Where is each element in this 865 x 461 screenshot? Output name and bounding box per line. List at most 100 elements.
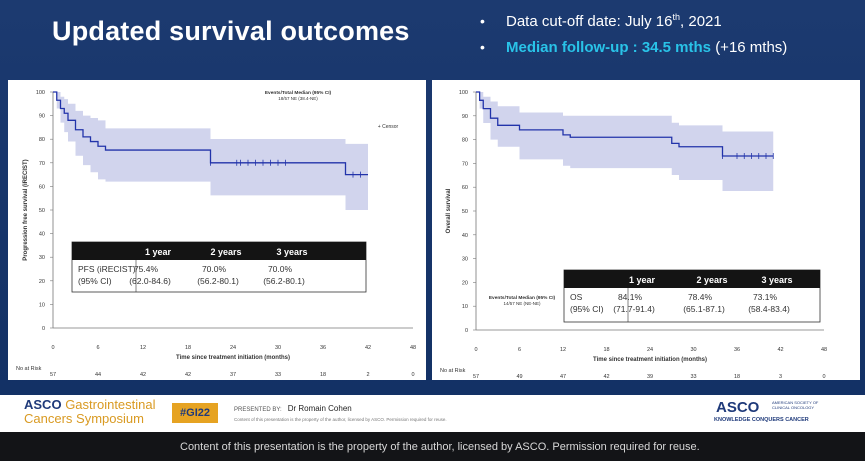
asco-gi-logo: ASCO Gastrointestinal Cancers Symposium (24, 397, 156, 426)
at-risk-count: 18 (734, 374, 740, 380)
at-risk-count: 47 (560, 374, 566, 380)
at-risk-count: 0 (822, 374, 825, 380)
legend-values: 18/57 NE (38.4-NE) (278, 96, 318, 101)
x-axis-title: Time since treatment initiation (months) (176, 355, 290, 361)
cutoff-sup: th (672, 12, 681, 22)
x-tick-label: 0 (474, 347, 477, 353)
bullet-dot-icon: • (480, 13, 485, 29)
at-risk-count: 33 (275, 372, 281, 378)
table-value: 78.4% (688, 292, 713, 302)
legend-header: Events/Total Median (95% CI) (489, 295, 556, 301)
table-ci: (62.0-84.6) (129, 276, 171, 286)
followup-extra: (+16 mths) (715, 38, 788, 56)
table-ci: (56.2-80.1) (263, 276, 305, 286)
at-risk-label: No at Risk (16, 366, 42, 372)
at-risk-count: 2 (366, 372, 369, 378)
at-risk-count: 0 (411, 372, 414, 378)
copyright-note: Content of this presentation is the prop… (180, 441, 700, 453)
x-tick-label: 48 (821, 347, 827, 353)
x-tick-label: 12 (140, 345, 146, 351)
presented-by: PRESENTED BY: Dr Romain Cohen (234, 404, 352, 413)
hashtag-badge: #GI22 (172, 403, 218, 423)
x-tick-label: 6 (518, 347, 521, 353)
table-header-cell: 2 years (696, 275, 727, 285)
table-ci: (58.4-83.4) (748, 304, 790, 314)
table-header-cell: 1 year (145, 247, 172, 257)
table-header-cell: 1 year (629, 275, 656, 285)
at-risk-count: 44 (95, 372, 101, 378)
y-tick-label: 90 (462, 114, 468, 120)
table-row-sublabel: (95% CI) (78, 276, 112, 286)
y-tick-label: 30 (39, 255, 45, 261)
x-tick-label: 36 (734, 347, 740, 353)
y-tick-label: 100 (459, 90, 468, 96)
x-tick-label: 18 (603, 347, 609, 353)
y-tick-label: 80 (39, 137, 45, 143)
y-tick-label: 30 (462, 257, 468, 263)
y-tick-label: 10 (462, 304, 468, 310)
cutoff-text: Data cut-off date: July 16 (506, 13, 673, 30)
bullet-followup: • Median follow-up : 34.5 mths (+16 mths… (480, 34, 787, 60)
ci-band (476, 92, 774, 192)
presenter-name: Dr Romain Cohen (287, 404, 352, 413)
at-risk-count: 49 (516, 374, 522, 380)
x-axis-title: Time since treatment initiation (months) (593, 357, 707, 363)
y-axis-title: Overall survival (446, 188, 452, 233)
y-tick-label: 80 (462, 138, 468, 144)
at-risk-label: No at Risk (440, 368, 466, 374)
bullet-dot-icon: • (480, 39, 485, 55)
table-row-label: PFS (iRECIST) (78, 264, 136, 274)
y-tick-label: 60 (462, 185, 468, 191)
x-tick-label: 18 (185, 345, 191, 351)
x-tick-label: 42 (777, 347, 783, 353)
at-risk-count: 37 (230, 372, 236, 378)
bullet-list: • Data cut-off date: July 16th, 2021 • M… (480, 8, 787, 60)
x-tick-label: 36 (320, 345, 326, 351)
summary-table-header (564, 270, 820, 288)
table-value: 70.0% (202, 264, 227, 274)
y-tick-label: 20 (39, 279, 45, 285)
x-tick-label: 30 (275, 345, 281, 351)
legend-header: Events/Total Median (95% CI) (265, 90, 332, 96)
survival-curve (476, 91, 774, 157)
table-value: 70.0% (268, 264, 293, 274)
y-tick-label: 0 (465, 328, 468, 334)
y-tick-label: 70 (39, 161, 45, 167)
y-tick-label: 40 (39, 232, 45, 238)
table-value: 84.1% (618, 292, 643, 302)
table-header-cell: 3 years (761, 275, 792, 285)
slide-title: Updated survival outcomes (52, 16, 410, 46)
slide-background: Updated survival outcomes • Data cut-off… (0, 0, 865, 432)
table-value: 73.1% (753, 292, 778, 302)
at-risk-count: 57 (473, 374, 479, 380)
bullet-cutoff: • Data cut-off date: July 16th, 2021 (480, 8, 787, 34)
presented-note: Content of this presentation is the prop… (234, 417, 447, 422)
asco-logo: ASCO AMERICAN SOCIETY OF CLINICAL ONCOLO… (714, 399, 818, 423)
legend-values: 14/57 NE (NE-NE) (503, 301, 541, 306)
y-tick-label: 10 (39, 302, 45, 308)
y-tick-label: 100 (36, 90, 45, 96)
at-risk-count: 42 (603, 374, 609, 380)
x-tick-label: 6 (96, 345, 99, 351)
at-risk-count: 18 (320, 372, 326, 378)
at-risk-count: 39 (647, 374, 653, 380)
at-risk-count: 33 (690, 374, 696, 380)
table-row-sublabel: (95% CI) (570, 304, 604, 314)
table-row-label: OS (570, 292, 583, 302)
cutoff-year: , 2021 (680, 13, 722, 30)
followup-text: Median follow-up : 34.5 mths (506, 38, 712, 56)
table-value: 75.4% (134, 264, 159, 274)
y-tick-label: 20 (462, 280, 468, 286)
at-risk-count: 42 (140, 372, 146, 378)
table-header-cell: 3 years (276, 247, 307, 257)
table-ci: (71.7-91.4) (613, 304, 655, 314)
y-tick-label: 90 (39, 114, 45, 120)
y-tick-label: 60 (39, 184, 45, 190)
summary-table-header (72, 242, 366, 260)
x-tick-label: 24 (647, 347, 653, 353)
x-tick-label: 42 (365, 345, 371, 351)
x-tick-label: 24 (230, 345, 236, 351)
x-tick-label: 30 (690, 347, 696, 353)
